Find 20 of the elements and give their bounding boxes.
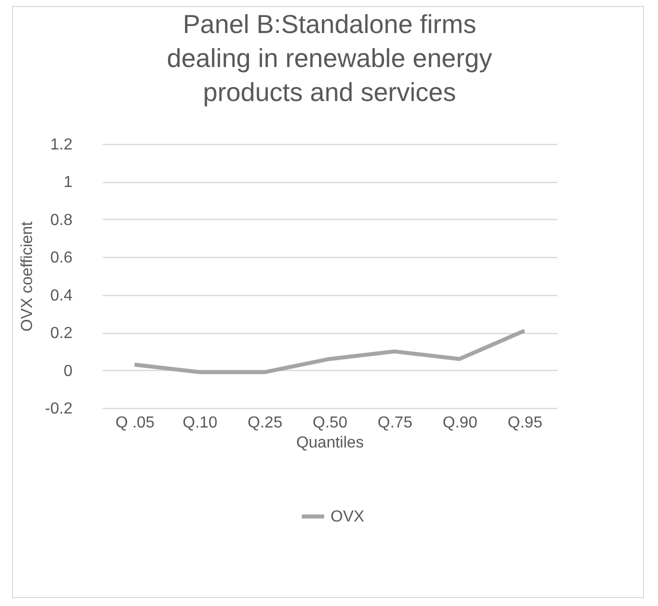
x-tick-label: Q.25 — [248, 414, 282, 432]
legend-label: OVX — [330, 508, 365, 526]
x-axis-title: Quantiles — [296, 434, 364, 452]
y-tick-label: -0.2 — [44, 400, 73, 418]
y-tick-label: 0.8 — [50, 212, 73, 229]
x-tick-label: Q .05 — [115, 414, 155, 432]
y-tick-label: 1.2 — [50, 136, 73, 154]
y-tick-label: 0.6 — [50, 250, 73, 267]
x-tick-label: Q.75 — [378, 414, 412, 432]
x-tick-label: Q.95 — [508, 414, 542, 432]
y-tick-label: 0.4 — [50, 287, 73, 304]
x-tick-label: Q.90 — [442, 414, 478, 432]
x-tick-label: Q.50 — [312, 414, 348, 432]
y-tick-label: 0.2 — [50, 325, 73, 342]
x-tick-label: Q.10 — [182, 414, 218, 432]
y-tick-label: 0 — [64, 362, 73, 380]
line-series — [132, 328, 526, 374]
y-tick-label: 1 — [64, 174, 73, 192]
chart-title: Panel B:Standalone firms dealing in renewable energy products and services — [166, 9, 492, 107]
y-axis-title: OVX coefficient — [18, 220, 36, 332]
